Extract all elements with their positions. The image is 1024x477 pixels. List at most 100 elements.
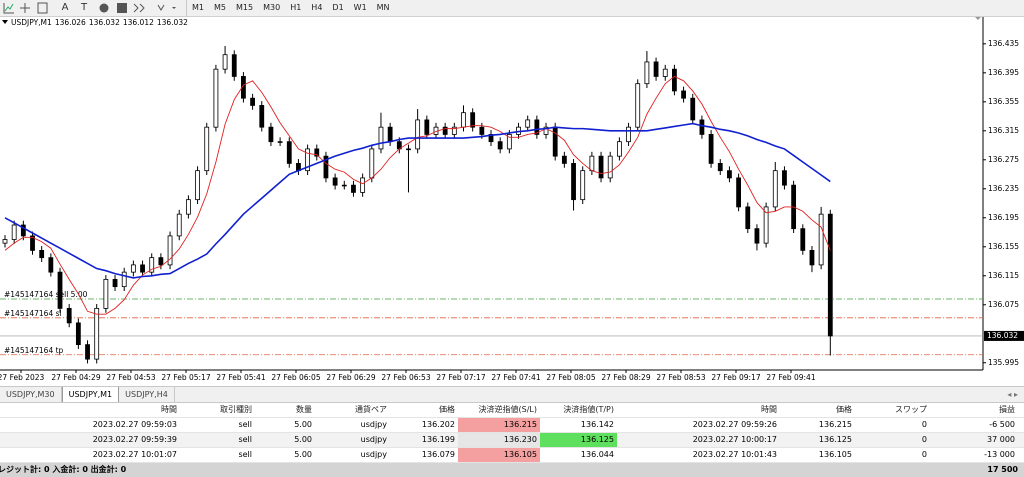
candle-body: [415, 119, 421, 150]
candle-body: [616, 141, 622, 157]
candles: [2, 45, 833, 364]
timeframe-button[interactable]: W1: [353, 3, 367, 12]
candle-body: [809, 250, 815, 266]
candle-body: [378, 126, 384, 150]
candle-body: [112, 278, 118, 288]
y-tick-label: 136.075: [988, 300, 1019, 309]
x-tick-label: 27 Feb 2023: [0, 373, 45, 382]
candle-body: [534, 119, 540, 135]
candle-body: [754, 228, 760, 244]
cell: usdjpy: [360, 435, 387, 444]
candle-body: [626, 126, 631, 143]
candle-body: [360, 177, 366, 193]
label-tool[interactable]: T: [80, 2, 88, 13]
timeframe-button[interactable]: MN: [376, 3, 390, 12]
tab-scroll[interactable]: ◂ ▸: [1007, 390, 1018, 399]
candle-body: [48, 257, 54, 273]
header-cell: 決済指値(T/P): [563, 405, 614, 414]
pad: [1018, 448, 1024, 462]
cell: 136.125: [818, 435, 852, 444]
cell: 136.105: [458, 448, 540, 462]
cell: 5.00: [294, 450, 312, 459]
chart-bg: [0, 17, 1024, 386]
order-label: #145147164 tp: [4, 346, 64, 355]
timeframe-button[interactable]: H4: [311, 3, 323, 12]
y-tick-label: 136.155: [988, 242, 1019, 251]
candle-body: [39, 250, 45, 259]
candle-body: [644, 61, 650, 85]
candle-body: [827, 213, 833, 337]
current-price-label: 136.032: [987, 331, 1018, 340]
trade-table: 時間 取引種別 数量 通貨ペア 価格 決済逆指値(S/L) 決済指値(T/P) 時間 価格 スワッ…: [0, 403, 1024, 463]
candle-body: [470, 112, 476, 128]
cell: 136.142: [580, 420, 614, 429]
timeframe-button[interactable]: M1: [192, 3, 204, 12]
y-tick-label: 136.115: [988, 271, 1019, 280]
chart-tab[interactable]: USDJPY,M30: [0, 387, 62, 402]
header-cell: 価格: [836, 405, 852, 414]
x-tick-label: 27 Feb 06:29: [326, 373, 375, 382]
candle-body: [369, 148, 375, 179]
x-tick-label: 27 Feb 07:41: [491, 373, 540, 382]
candle-body: [727, 170, 732, 179]
candle-body: [231, 54, 237, 77]
cell: 2023.02.27 09:59:03: [92, 420, 177, 429]
candle-body: [543, 126, 549, 135]
table-row: 2023.02.27 09:59:39 sell 5.00 usdjpy 136.199…: [0, 433, 1024, 448]
candle-body: [497, 141, 503, 150]
moving-average: [4, 122, 831, 279]
candle-body: [699, 119, 705, 135]
table-row: 2023.02.27 09:59:03 sell 5.00 usdjpy 136.202…: [0, 418, 1024, 433]
menu-arrow[interactable]: [2, 20, 8, 24]
candle-body: [167, 235, 173, 266]
candle-body: [708, 134, 714, 164]
candle-body: [800, 228, 806, 251]
candle-body: [121, 271, 127, 288]
text-tool[interactable]: A: [61, 2, 69, 13]
chart-header: USDJPY,M1 136.026 136.032 136.012 136.032: [11, 18, 188, 27]
timeframes: M1 M5 M15 M30 H1 H4 D1 W1 MN: [186, 0, 395, 16]
candle-body: [479, 126, 485, 135]
candle-body: [94, 307, 100, 360]
chart-tab[interactable]: USDJPY,H4: [119, 387, 175, 402]
toolbar: A T M1 M5 M15 M30 H1 H4 D1 W1 MN: [0, 0, 1024, 17]
header-cell: スワップ: [895, 405, 927, 414]
timeframe-button[interactable]: M15: [236, 3, 254, 12]
cell: usdjpy: [360, 450, 387, 459]
candle-body: [561, 155, 567, 164]
ohlc-open: 136.026: [55, 18, 86, 27]
candle-body: [782, 170, 787, 186]
cell: 136.202: [421, 420, 455, 429]
timeframe-button[interactable]: M5: [214, 3, 226, 12]
x-tick-label: 27 Feb 08:29: [601, 373, 650, 382]
candle-body: [690, 97, 696, 121]
y-tick-label: 136.235: [988, 184, 1019, 193]
candle-body: [772, 170, 778, 208]
chart-tab[interactable]: USDJPY,M1: [61, 387, 120, 402]
footer-total: 17 500: [987, 465, 1018, 474]
x-tick-label: 27 Feb 05:41: [216, 373, 265, 382]
x-tick-label: 27 Feb 08:05: [546, 373, 595, 382]
table-header: 時間 取引種別 数量 通貨ペア 価格 決済逆指値(S/L) 決済指値(T/P) 時間 価格 スワッ…: [0, 403, 1024, 418]
candle-body: [736, 177, 741, 208]
cell: 2023.02.27 10:01:43: [692, 450, 777, 459]
pad: [1018, 418, 1024, 432]
shift-marker: [975, 17, 981, 20]
candle-body: [662, 68, 668, 77]
candle-body: [461, 112, 466, 128]
cell: 2023.02.27 10:01:07: [92, 450, 177, 459]
timeframe-button[interactable]: H1: [290, 3, 302, 12]
candle-body: [149, 257, 155, 273]
timeframe-button[interactable]: M30: [263, 3, 281, 12]
cell: usdjpy: [360, 420, 387, 429]
cell: 136.105: [818, 450, 852, 459]
cell: 2023.02.27 10:00:17: [692, 435, 777, 444]
candle-body: [442, 126, 448, 135]
table-row: 2023.02.27 10:01:07 sell 5.00 usdjpy 136.079…: [0, 448, 1024, 463]
candle-body: [571, 163, 576, 201]
cell: 5.00: [294, 420, 312, 429]
candle-body: [341, 184, 347, 187]
timeframe-button[interactable]: D1: [332, 3, 344, 12]
candle-body: [158, 257, 164, 266]
